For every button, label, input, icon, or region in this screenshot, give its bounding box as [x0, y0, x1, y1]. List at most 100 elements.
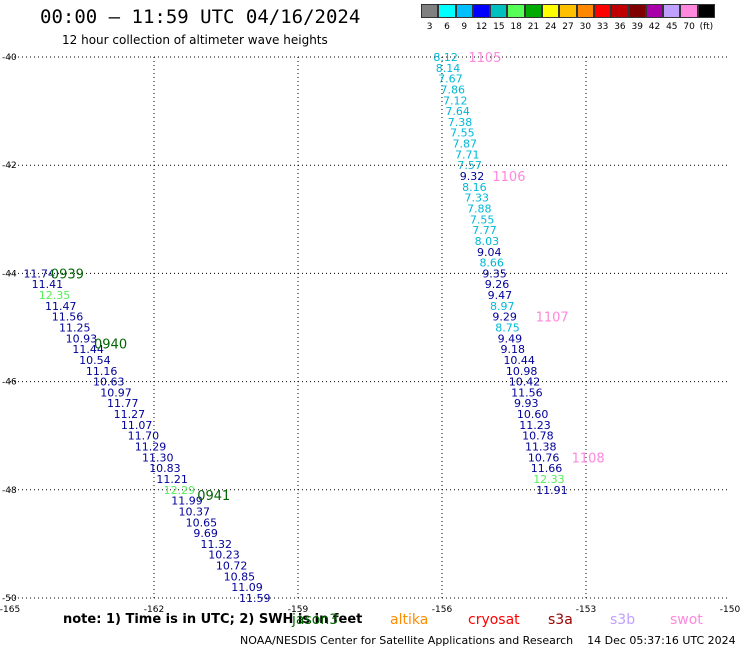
wave-height-label: 11.91: [536, 484, 568, 497]
wave-height-label: 8.14: [436, 62, 461, 75]
wave-height-label: 11.30: [142, 451, 174, 464]
wave-height-label: 10.44: [503, 354, 535, 367]
y-tick-label: -46: [2, 378, 17, 388]
x-tick-label: -159: [288, 605, 309, 615]
wave-height-label: 7.67: [438, 73, 463, 86]
color-swatch: [576, 4, 594, 18]
wave-height-label: 7.88: [467, 202, 492, 215]
wave-height-label: 10.78: [522, 430, 554, 443]
wave-height-label: 8.03: [475, 235, 500, 248]
color-scale-label: 36: [614, 22, 626, 32]
color-scale-bar: [421, 4, 716, 20]
wave-height-label: 11.44: [72, 343, 104, 356]
satellite-legend-s3b: s3b: [610, 612, 636, 628]
wave-height-label: 9.26: [485, 278, 510, 291]
wave-height-label: 8.16: [462, 181, 487, 194]
satellite-legend-altika: altika: [390, 612, 429, 628]
wave-height-label: 11.29: [135, 441, 167, 454]
wave-height-label: 11.16: [86, 365, 118, 378]
wave-height-label: 9.47: [488, 289, 512, 302]
wave-height-label: 7.33: [465, 192, 490, 205]
wave-height-label: 8.12: [433, 51, 458, 64]
color-scale-label: (ft): [699, 22, 714, 32]
wave-height-label: 9.04: [477, 246, 502, 259]
wave-height-label: 10.98: [506, 365, 537, 378]
color-scale-label: 45: [666, 22, 678, 32]
wave-height-label: 10.65: [186, 516, 218, 529]
wave-height-label: 9.93: [514, 397, 539, 410]
color-swatch: [542, 4, 560, 18]
wave-height-label: 7.57: [457, 159, 482, 172]
wave-height-label: 11.07: [121, 419, 153, 432]
y-tick-label: -42: [2, 161, 17, 171]
note-text: note: 1) Time is in UTC; 2) SWH is in fe…: [63, 612, 363, 627]
color-scale-label: 39: [631, 22, 643, 32]
color-swatch: [663, 4, 681, 18]
color-swatch: [507, 4, 525, 18]
wave-height-label: 10.83: [149, 462, 181, 475]
pass-time-label: 1107: [536, 311, 569, 326]
satellite-legend-cryosat: cryosat: [468, 612, 520, 628]
color-swatch: [524, 4, 543, 18]
y-tick-label: -44: [2, 269, 17, 279]
wave-height-label: 11.21: [156, 473, 188, 486]
wave-height-label: 11.77: [107, 397, 138, 410]
wave-height-label: 11.27: [114, 408, 145, 421]
y-tick-label: -50: [2, 594, 17, 604]
color-scale-label: 70: [683, 22, 695, 32]
wave-height-label: 11.74: [23, 267, 55, 280]
color-swatch: [680, 4, 698, 18]
color-swatch: [645, 4, 664, 18]
wave-height-label: 12.29: [164, 484, 196, 497]
x-tick-label: -165: [0, 605, 20, 615]
color-swatch: [611, 4, 629, 18]
satellite-legend-swot: swot: [670, 612, 703, 628]
wave-height-label: 7.71: [455, 148, 480, 161]
wave-height-label: 11.99: [171, 495, 203, 508]
wave-height-label: 10.93: [66, 332, 98, 345]
wave-height-label: 9.35: [482, 267, 507, 280]
x-tick-label: -153: [576, 605, 596, 615]
wave-height-label: 7.77: [472, 224, 497, 237]
wave-height-label: 10.37: [178, 505, 210, 518]
color-scale-label: 15: [493, 22, 505, 32]
color-swatch: [421, 4, 439, 18]
wave-height-label: 10.72: [216, 560, 248, 573]
color-scale-label: 33: [596, 22, 609, 32]
footer-timestamp: 14 Dec 05:37:16 UTC 2024: [587, 634, 736, 647]
wave-height-label: 9.32: [460, 170, 485, 183]
wave-height-label: 9.18: [501, 343, 526, 356]
wave-height-label: 8.66: [479, 257, 504, 270]
color-swatch: [455, 4, 473, 18]
pass-time-label: 0940: [94, 338, 127, 353]
color-swatch: [593, 4, 612, 18]
wave-height-label: 11.23: [519, 419, 551, 432]
pass-time-label: 1105: [468, 51, 501, 66]
satellite-legend-jason3: jason3: [292, 612, 339, 628]
color-scale-label: 27: [562, 22, 574, 32]
wave-height-label: 9.69: [193, 527, 218, 540]
footer: NOAA/NESDIS Center for Satellite Applica…: [240, 634, 736, 647]
color-swatch: [628, 4, 646, 18]
y-tick-label: -48: [2, 486, 17, 496]
wave-height-label: 10.76: [528, 451, 560, 464]
wave-height-label: 11.09: [231, 581, 263, 594]
color-swatch: [559, 4, 577, 18]
wave-height-label: 10.60: [517, 408, 549, 421]
wave-height-label: 7.87: [453, 138, 478, 151]
wave-height-label: 7.55: [450, 127, 475, 140]
satellite-legend-s3a: s3a: [548, 612, 573, 628]
footer-org: NOAA/NESDIS Center for Satellite Applica…: [240, 634, 574, 647]
wave-height-label: 11.56: [52, 311, 83, 324]
wave-height-label: 10.23: [208, 549, 240, 562]
x-tick-label: -156: [432, 605, 453, 615]
wave-height-label: 11.59: [239, 592, 271, 605]
color-scale-label: 30: [579, 22, 592, 32]
wave-height-label: 9.29: [492, 311, 517, 324]
color-scale-labels: 3 6 9 12 15 18 21 24 27 30 33 36 39 42 45 70 (ft): [421, 22, 715, 32]
wave-height-label: 11.56: [511, 386, 543, 399]
wave-height-label: 11.25: [59, 322, 91, 335]
pass-time-label: 1108: [572, 451, 605, 466]
wave-height-label: 7.38: [448, 116, 473, 129]
